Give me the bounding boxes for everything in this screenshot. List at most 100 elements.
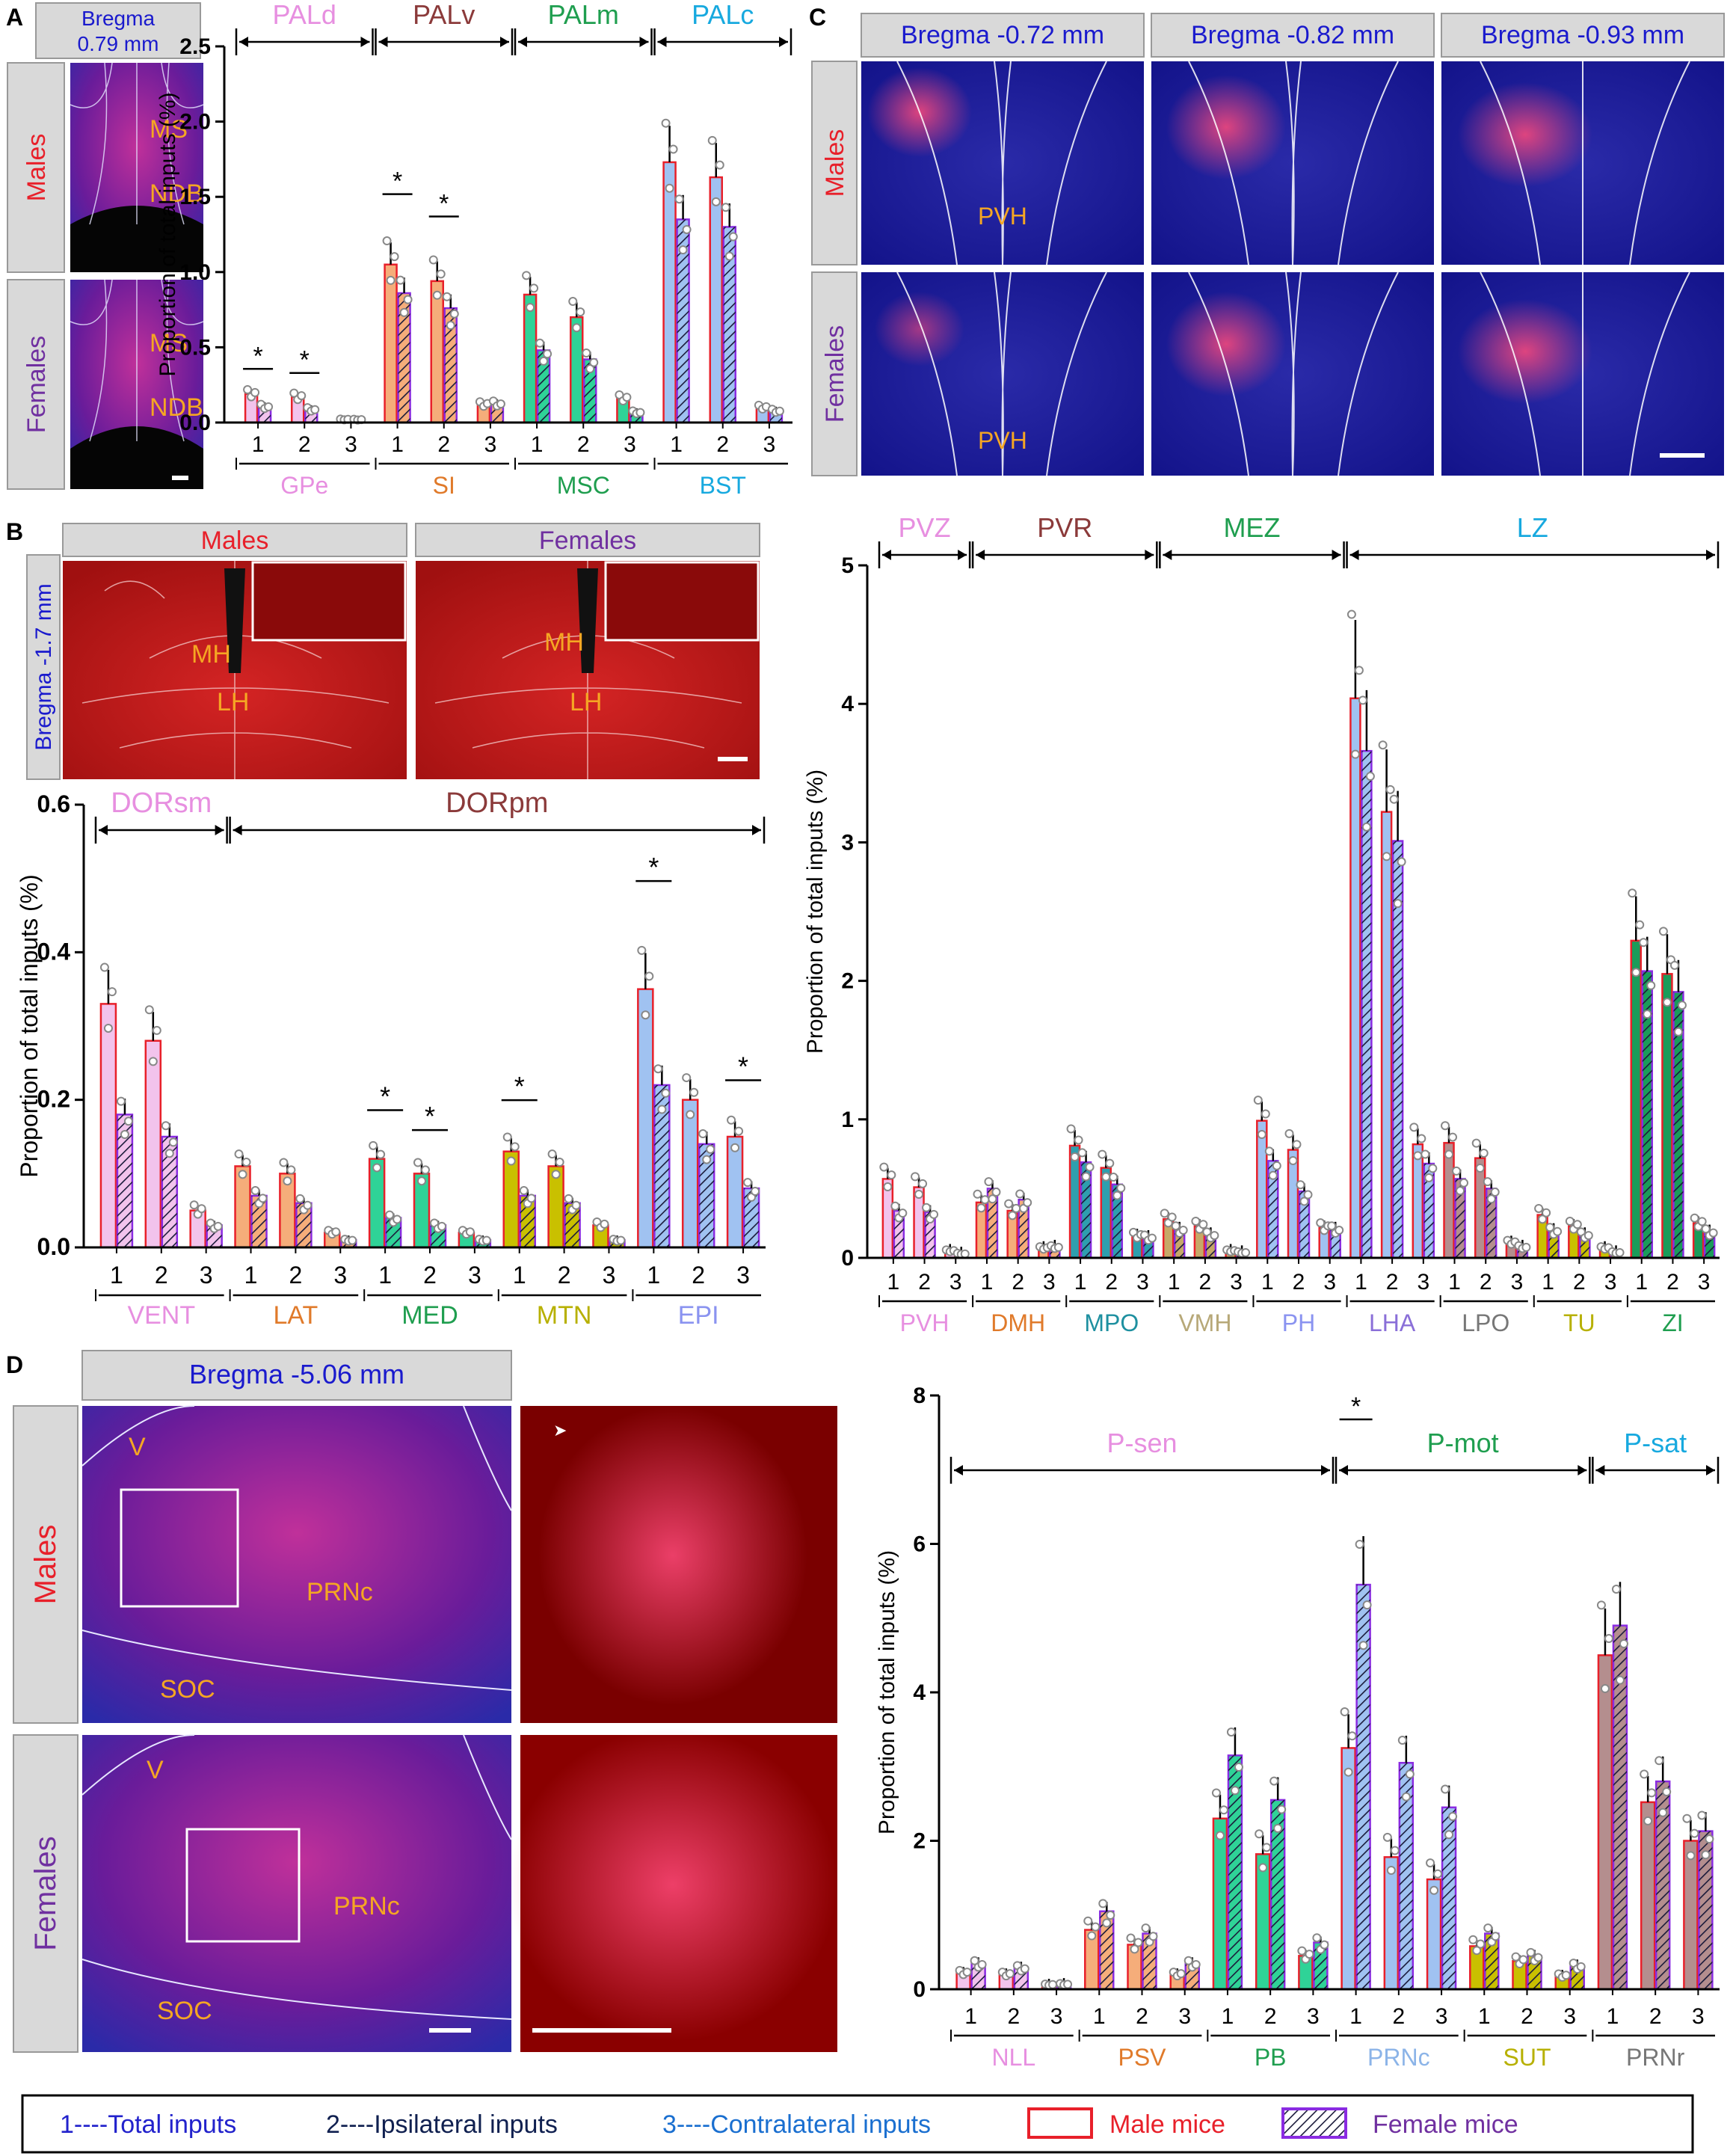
data-point-female [1063,1980,1073,1989]
data-point-male [1631,968,1641,977]
data-point-female [1327,1221,1337,1231]
bar-female-hatch [1100,1911,1114,1989]
data-point-male [1479,1148,1489,1158]
sub-tick-label: 2 [1264,2004,1277,2029]
data-point-male [1012,1203,1021,1213]
legend-female: Female mice [1373,2110,1518,2139]
data-point-female [929,1209,939,1219]
sub-tick-label: 1 [647,1262,660,1289]
data-point-male [665,183,674,193]
data-point-male [1471,1138,1481,1148]
data-point-male [1635,920,1645,930]
bar-male [1661,973,1673,1259]
bar-female-hatch [161,1137,177,1247]
data-point-male [103,1023,113,1033]
panel-c-label-pvh-m1: PVH [978,203,1027,230]
data-point-male [1690,1213,1699,1223]
data-point-female [1643,1010,1652,1019]
data-point-female [164,1149,174,1158]
data-point-female [1452,1166,1462,1176]
panel-b-micrograph-males: MH LH [63,561,407,779]
data-point-male [1386,1866,1396,1876]
data-point-male [1511,1952,1521,1962]
data-point-male [1475,1163,1485,1173]
data-point-male [572,323,582,333]
data-point-female [724,251,734,261]
region-label: PALm [548,0,619,30]
y-axis-label: Proportion of total inputs (%) [156,92,180,376]
chart-panel-b: 0.0 0.2 0.4 0.6 Proportion of total inputs (… [16,787,766,1330]
data-point-female [706,1144,715,1154]
legend-male-swatch [1027,2107,1093,2139]
significance-star: * [514,1071,525,1102]
data-point-male [372,1163,382,1173]
data-point-male [413,1158,422,1167]
bar-female-hatch [584,359,597,423]
y-tick-label: 2 [913,1829,926,1854]
data-point-female [1226,1727,1236,1737]
bar-female-hatch [1399,1763,1413,1989]
data-point-female [449,309,459,319]
panel-d-row-tab-females [13,1734,79,2053]
y-tick-label: 5 [841,553,854,578]
bar-female-hatch [1361,751,1372,1258]
data-point-female [682,224,692,234]
panel-b-inset-males [251,561,407,642]
data-point-female [1109,1173,1118,1182]
panel-b-label-lh-females: LH [570,688,602,716]
y-tick-label: 6 [913,1532,926,1557]
data-point-female [496,399,505,409]
data-point-male [197,1204,206,1214]
data-point-male [730,1143,740,1152]
data-point-female [1553,1226,1563,1236]
data-point-female [1459,1178,1469,1188]
data-point-male [1658,927,1668,936]
data-point-male [1697,1217,1707,1226]
data-point-female [743,1178,753,1188]
data-point-female [1077,1148,1087,1158]
data-point-female [1362,1600,1372,1610]
data-point-male [637,945,647,955]
data-point-male [1176,1969,1186,1979]
data-point-female [1296,1180,1305,1190]
data-point-male [297,391,307,401]
panel-b-label-mh-males: MH [191,640,231,669]
data-point-male [1682,1813,1692,1823]
panel-b-bregma: Bregma -1.7 mm [31,583,56,750]
group-label: TU [1563,1309,1595,1336]
bar-female-hatch [1356,1585,1370,1989]
sub-tick-label: 1 [1478,2004,1491,2029]
sub-tick-label: 1 [252,432,265,457]
bar-female-hatch [444,308,457,423]
group-label: PRNr [1626,2044,1685,2071]
data-point-female [1303,1190,1313,1200]
bar-female-hatch [925,1211,935,1258]
data-point-male [1628,888,1637,898]
data-point-male [1534,1203,1544,1213]
data-point-female [1486,1194,1496,1204]
bar-female-hatch [1018,1200,1029,1258]
data-point-female [1393,899,1403,909]
data-point-male [506,1156,516,1166]
data-point-female [1401,1792,1411,1802]
data-point-female [1112,1191,1122,1200]
y-tick-label: 0 [841,1246,854,1271]
data-point-female [168,1137,178,1147]
bar-female-hatch [398,292,410,423]
data-point-female [751,1187,760,1197]
data-point-female [543,349,552,359]
data-point-female [678,245,688,255]
data-point-female [1545,1223,1555,1232]
data-point-female [1178,1226,1188,1235]
bar-male [1597,1654,1613,1991]
bar-female-hatch [117,1114,132,1247]
data-point-female [1611,1585,1621,1594]
group-label: MED [401,1301,458,1330]
bar-male [1474,1157,1486,1259]
data-point-male [918,1179,928,1188]
group-label: VENT [127,1301,195,1330]
sub-tick-label: 2 [1136,2004,1148,2029]
region-label: DORpm [446,787,548,819]
data-point-male [1429,1885,1439,1895]
data-point-male [879,1162,889,1172]
